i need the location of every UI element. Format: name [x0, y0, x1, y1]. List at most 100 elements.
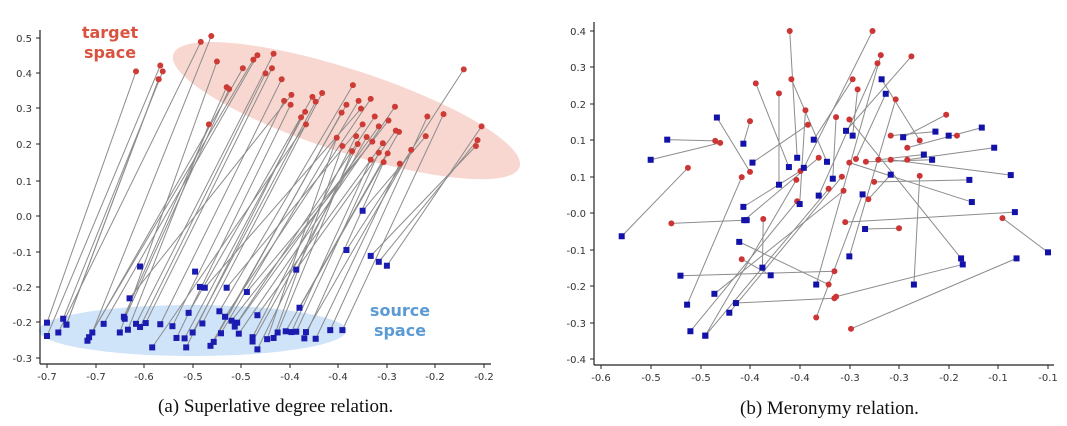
source-point [664, 136, 671, 143]
target-point [239, 65, 246, 72]
source-point [732, 300, 739, 307]
target-point [460, 66, 467, 73]
source-point [169, 323, 176, 330]
target-point [424, 113, 431, 120]
target-point [312, 98, 319, 105]
pair-link-line [855, 93, 887, 160]
pair-link-line [690, 200, 798, 332]
target-point [825, 185, 832, 192]
source-point [207, 342, 214, 349]
source-point [829, 175, 836, 182]
source-point [713, 114, 720, 121]
y-tick-label: 0.5 [16, 34, 32, 45]
source-point [201, 284, 208, 291]
pair-link-line [743, 157, 820, 221]
source-point [339, 327, 346, 334]
source-point [775, 181, 782, 188]
y-tick-label: 0.0 [16, 212, 32, 223]
source-point [1011, 209, 1018, 216]
x-tick-label: -0.1 [988, 373, 1008, 384]
y-tick-label: 0.2 [16, 140, 32, 151]
target-point [804, 121, 811, 128]
target-point [367, 95, 374, 102]
target-point [738, 256, 745, 263]
y-tick-label: 0.1 [570, 173, 586, 184]
pair-link-line [835, 263, 963, 298]
source-point [736, 238, 743, 245]
y-tick-label: 0.3 [570, 63, 586, 74]
target-point [359, 121, 366, 128]
pair-link-line [815, 55, 882, 285]
target-point [760, 215, 767, 222]
pair-link-line [145, 68, 273, 324]
target-point [849, 76, 856, 83]
pair-link-line [119, 61, 218, 333]
target-point [353, 133, 360, 140]
pair-link-line [46, 71, 137, 323]
source-point [343, 247, 350, 254]
source-point [100, 320, 107, 327]
pair-link-line [238, 106, 396, 334]
target-point [896, 225, 902, 232]
pair-link-line [848, 99, 897, 257]
target-point [281, 97, 288, 104]
source-point [288, 329, 295, 336]
target-point [157, 62, 164, 69]
target-point [887, 132, 894, 139]
pair-link-line [743, 170, 801, 208]
pair-link-line [341, 113, 444, 331]
source-point [859, 191, 866, 198]
target-point [262, 70, 269, 77]
source-point [270, 334, 277, 341]
pair-link-line [378, 139, 478, 263]
source-point [228, 317, 235, 324]
source-point [711, 290, 718, 297]
x-tick-label: -0.5 [641, 373, 661, 384]
source-point [945, 132, 952, 139]
source-point [920, 151, 927, 158]
target-point [298, 114, 305, 121]
source-point [702, 332, 709, 339]
x-tick-label: -0.2 [425, 372, 445, 383]
pair-link-line [273, 145, 343, 339]
target-point [916, 172, 923, 179]
source-point [375, 258, 382, 265]
target-point [338, 109, 345, 116]
source-point [687, 328, 694, 335]
pair-link-line [290, 159, 372, 333]
source-point [991, 144, 998, 151]
pair-link-line [46, 65, 161, 337]
pair-link-line [671, 219, 747, 224]
target-point [842, 219, 849, 226]
target-point [375, 123, 382, 130]
source-point [878, 76, 885, 83]
target-point [852, 155, 859, 162]
target-point [953, 132, 960, 139]
source-point [978, 124, 985, 131]
y-tick-label: -0.3 [12, 354, 32, 365]
source-point [86, 334, 93, 341]
pair-link-line [252, 135, 357, 338]
source-point [235, 330, 242, 337]
x-tick-label: -0.5 [183, 372, 203, 383]
source-point [231, 323, 238, 330]
x-tick-label: -0.7 [86, 372, 106, 383]
target-point [877, 52, 884, 59]
x-tick-label: -0.6 [591, 373, 611, 384]
pair-link-line [849, 162, 972, 203]
source-point [157, 321, 164, 328]
source-point [254, 346, 261, 353]
pair-link-line [650, 142, 721, 161]
pair-link-line [176, 104, 292, 339]
source-point [44, 319, 50, 326]
target-point [833, 293, 840, 300]
source-point [929, 156, 936, 163]
pair-link-line [742, 121, 751, 144]
source-point [44, 333, 50, 340]
y-tick-label: 0.4 [570, 27, 586, 38]
target-point [869, 28, 876, 34]
source-point [185, 309, 192, 316]
pair-link-line [716, 117, 751, 173]
pair-link-line [91, 35, 212, 333]
target-space-label: target space [82, 23, 139, 62]
